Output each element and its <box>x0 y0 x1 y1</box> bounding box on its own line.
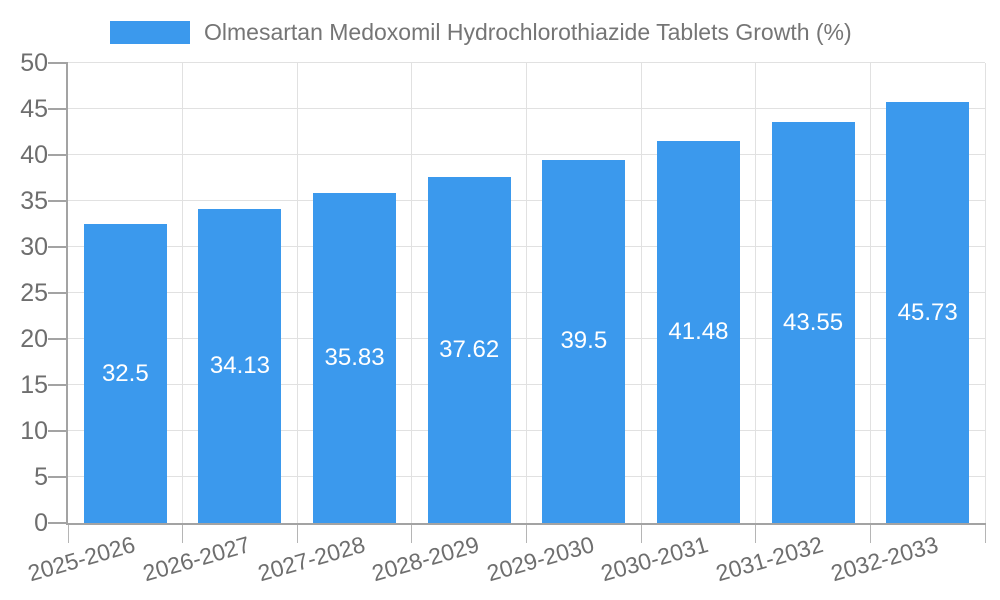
v-gridline <box>526 63 527 523</box>
bar-value-label: 41.48 <box>668 318 729 346</box>
x-tick-label: 2030-2031 <box>598 531 712 587</box>
v-gridline <box>755 63 757 523</box>
x-axis-tick <box>182 525 184 543</box>
legend-item[interactable]: Olmesartan Medoxomil Hydrochlorothiazide… <box>110 19 852 46</box>
bar-value-label: 32.5 <box>101 359 149 387</box>
y-axis-tick <box>48 338 68 340</box>
bar[interactable]: 37.62 <box>427 176 511 523</box>
y-tick-label: 35 <box>20 187 48 215</box>
y-axis-line <box>66 63 68 525</box>
v-gridline <box>869 63 871 523</box>
x-axis-tick <box>755 525 757 543</box>
x-tick-label: 2032-2033 <box>827 531 941 587</box>
bar[interactable]: 32.5 <box>83 224 167 523</box>
x-axis-tick <box>869 525 871 543</box>
bar[interactable]: 39.5 <box>542 159 626 523</box>
v-gridline <box>640 63 642 523</box>
bar[interactable]: 34.13 <box>198 209 282 523</box>
y-tick-label: 45 <box>20 95 48 123</box>
v-gridline <box>984 63 986 523</box>
x-axis-line <box>66 523 986 525</box>
y-axis-tick <box>48 384 68 386</box>
bar-value-label: 35.83 <box>324 344 385 372</box>
y-tick-label: 25 <box>20 279 48 307</box>
x-axis-tick <box>984 525 986 543</box>
y-axis-tick <box>48 522 68 524</box>
x-tick-label: 2025-2026 <box>25 531 139 587</box>
y-tick-label: 5 <box>34 463 48 491</box>
v-gridline <box>182 63 184 523</box>
x-tick-label: 2026-2027 <box>139 531 253 587</box>
h-gridline <box>68 62 985 64</box>
bar-value-label: 45.73 <box>897 298 958 326</box>
x-tick-label: 2028-2029 <box>369 531 483 587</box>
legend-label: Olmesartan Medoxomil Hydrochlorothiazide… <box>204 19 852 45</box>
y-tick-label: 10 <box>20 417 48 445</box>
x-tick-label: 2027-2028 <box>254 531 368 587</box>
x-tick-label: 2031-2032 <box>713 531 826 587</box>
bar-value-label: 37.62 <box>439 335 500 363</box>
bar[interactable]: 41.48 <box>656 141 740 523</box>
y-axis-tick <box>48 108 68 110</box>
x-axis-tick <box>411 525 413 543</box>
y-axis-tick <box>48 154 68 156</box>
v-gridline <box>296 63 298 523</box>
bar-value-label: 34.13 <box>209 352 270 379</box>
v-gridline <box>411 63 413 523</box>
bar-value-label: 39.5 <box>560 327 608 355</box>
x-axis-tick <box>296 525 298 543</box>
y-axis-tick <box>48 292 68 294</box>
y-tick-label: 40 <box>20 141 48 169</box>
x-axis-tick <box>640 525 642 543</box>
y-tick-label: 30 <box>20 233 48 261</box>
bar[interactable]: 43.55 <box>771 122 855 523</box>
x-axis-tick <box>67 525 69 543</box>
x-tick-label: 2029-2030 <box>483 531 597 587</box>
y-axis-tick <box>48 476 68 478</box>
x-axis-tick <box>526 525 527 543</box>
y-tick-label: 0 <box>34 509 48 537</box>
bar[interactable]: 45.73 <box>886 102 970 523</box>
legend-swatch <box>110 21 190 44</box>
bar[interactable]: 35.83 <box>313 193 397 523</box>
y-axis-tick <box>48 246 68 248</box>
y-tick-label: 20 <box>20 325 48 353</box>
bar-value-label: 43.55 <box>783 308 844 336</box>
y-tick-label: 50 <box>20 49 48 77</box>
plot-area: 32.5 34.13 35.83 37.62 39.5 41.48 43.55 45.73 <box>68 62 986 523</box>
y-tick-label: 15 <box>20 371 48 399</box>
y-axis-tick <box>48 200 68 202</box>
y-axis-tick <box>48 62 68 64</box>
y-axis-tick <box>48 430 68 432</box>
